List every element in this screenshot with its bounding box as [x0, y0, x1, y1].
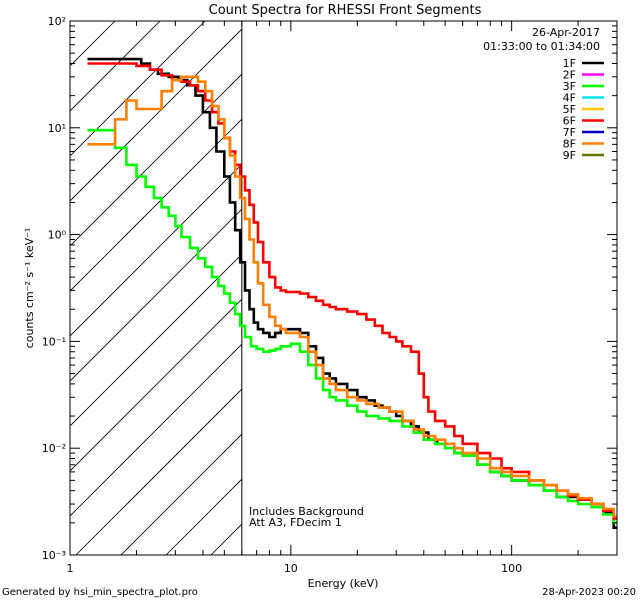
legend-label-7F: 7F [563, 126, 576, 139]
hatch-line [70, 118, 242, 292]
y-tick-label: 10¹ [48, 122, 66, 135]
legend-label-6F: 6F [563, 115, 576, 128]
legend-label-5F: 5F [563, 103, 576, 116]
axis-ticks [69, 20, 618, 556]
legend-label-9F: 9F [563, 149, 576, 162]
footer-generator: Generated by hsi_min_spectra_plot.pro [2, 587, 198, 598]
hatch-line [70, 21, 116, 67]
time-range-label: 01:33:00 to 01:34:00 [483, 40, 600, 53]
hatch-line [70, 298, 242, 472]
hatch-line [70, 21, 206, 157]
y-tick-label: 10⁻³ [42, 549, 66, 562]
hatch-line [70, 163, 242, 337]
series-layer [87, 57, 617, 529]
series-6F [87, 62, 617, 520]
series-1F [87, 57, 617, 529]
y-tick-label: 10² [48, 15, 66, 28]
footer-timestamp: 28-Apr-2023 00:20 [542, 587, 636, 598]
hatch-line [70, 208, 242, 382]
y-axis-label: counts cm⁻² s⁻¹ keV⁻¹ [23, 228, 36, 349]
hatch-line [120, 433, 242, 555]
legend-label-4F: 4F [563, 92, 576, 105]
plot-frame [69, 20, 618, 556]
y-tick-labels: 10² 10¹ 10⁰ 10⁻¹ 10⁻² 10⁻³ [42, 15, 67, 562]
hatch-line [70, 73, 242, 247]
x-tick-labels: 1 10 100 [67, 562, 523, 575]
chart-title: Count Spectra for RHESSI Front Segments [209, 3, 482, 18]
series-8F [87, 75, 617, 518]
x-tick-label: 1 [67, 562, 74, 575]
legend-label-3F: 3F [563, 80, 576, 93]
legend-label-1F: 1F [563, 57, 576, 70]
annotation-background: Includes Background [249, 505, 364, 518]
legend-label-2F: 2F [563, 69, 576, 82]
date-label: 26-Apr-2017 [532, 26, 600, 39]
series-3F [87, 128, 617, 525]
y-tick-label: 10⁰ [48, 229, 67, 242]
annotation-attenuator: Att A3, FDecim 1 [249, 516, 342, 529]
y-tick-label: 10⁻¹ [42, 335, 66, 348]
x-tick-label: 10 [284, 562, 298, 575]
hatch-line [70, 343, 242, 517]
y-tick-label: 10⁻² [42, 442, 66, 455]
hatch-line [70, 253, 242, 427]
hatch-line [75, 388, 242, 555]
x-tick-label: 100 [501, 562, 522, 575]
legend-label-8F: 8F [563, 138, 576, 151]
attenuator-hatch-region [70, 21, 242, 555]
hatch-line [70, 21, 161, 112]
x-axis-label: Energy (keV) [308, 577, 379, 590]
